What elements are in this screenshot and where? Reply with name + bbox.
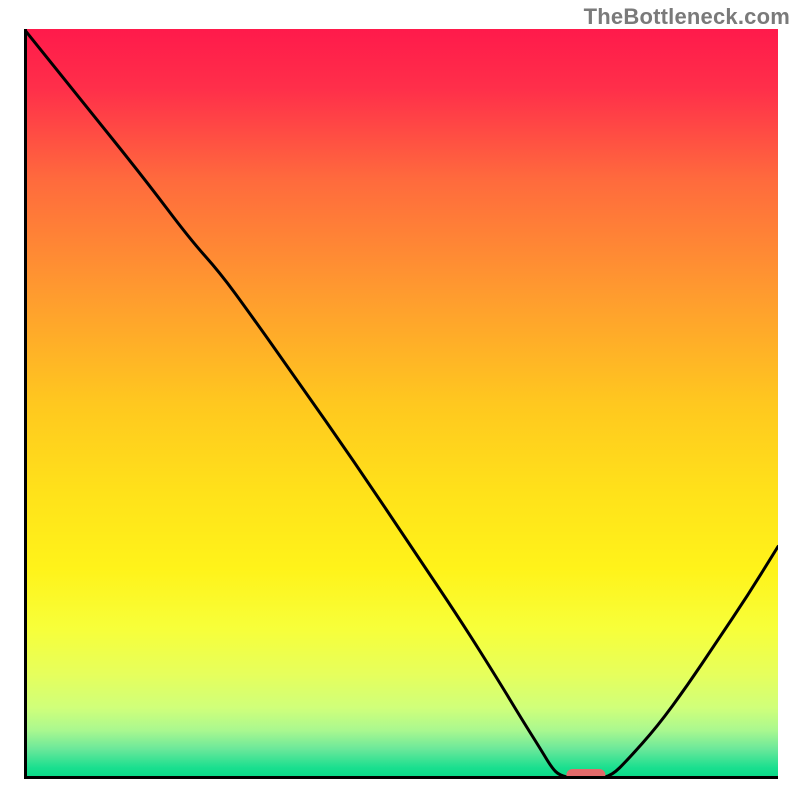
watermark-text: TheBottleneck.com [584, 4, 790, 30]
chart-container: TheBottleneck.com [0, 0, 800, 800]
axis-frame [24, 29, 778, 779]
